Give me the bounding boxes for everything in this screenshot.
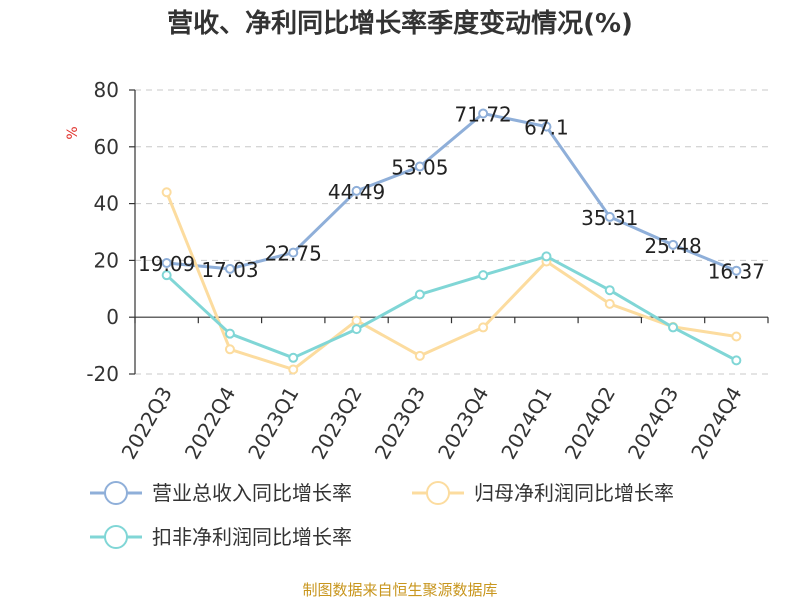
y-tick-label: 60 <box>94 135 119 159</box>
x-tick-label: 2024Q3 <box>623 383 683 464</box>
data-point <box>731 331 742 342</box>
y-tick-label: 80 <box>94 78 119 102</box>
y-tick-label: 40 <box>94 192 119 216</box>
data-point <box>414 350 425 361</box>
x-tick-label: 2023Q4 <box>433 383 493 464</box>
legend-item: 扣非净利润同比增长率 <box>90 525 352 549</box>
data-label: 19.09 <box>138 252 195 276</box>
x-tick-label: 2023Q3 <box>370 383 430 464</box>
y-tick-label: 0 <box>106 305 119 329</box>
data-label: 35.31 <box>581 206 638 230</box>
data-point <box>604 211 615 222</box>
y-tick-label: 20 <box>94 248 119 272</box>
x-tick-label: 2023Q1 <box>243 383 303 464</box>
chart-title: 营收、净利同比增长率季度变动情况(%) <box>167 8 633 39</box>
data-label: 71.72 <box>455 103 512 127</box>
data-point <box>478 108 489 119</box>
data-point <box>414 161 425 172</box>
data-point <box>288 364 299 375</box>
x-tick-label: 2024Q2 <box>560 383 620 464</box>
y-tick-label: -20 <box>86 362 119 386</box>
data-label: 16.37 <box>708 260 765 284</box>
legend-swatch-marker <box>426 481 450 505</box>
data-label: 44.49 <box>328 180 385 204</box>
series-line-3 <box>165 254 738 362</box>
legend-item: 营业总收入同比增长率 <box>90 481 352 505</box>
data-label: 22.75 <box>265 242 322 266</box>
data-point <box>224 263 235 274</box>
series-line-2 <box>165 191 737 371</box>
data-point <box>351 185 362 196</box>
x-tick-label: 2022Q3 <box>117 383 177 464</box>
data-point <box>351 324 362 335</box>
data-point <box>161 270 172 281</box>
data-point <box>604 298 615 309</box>
legend-swatch-marker <box>104 525 128 549</box>
data-point <box>731 265 742 276</box>
data-label: 17.03 <box>201 258 258 282</box>
data-point <box>668 239 679 250</box>
data-label: 25.48 <box>644 234 701 258</box>
x-tick-label: 2022Q4 <box>180 383 240 464</box>
legend-label: 营业总收入同比增长率 <box>152 481 352 505</box>
data-point <box>541 251 552 262</box>
legend-label: 扣非净利润同比增长率 <box>152 525 352 549</box>
data-point <box>224 328 235 339</box>
x-tick-label: 2024Q4 <box>686 383 746 464</box>
data-point <box>224 344 235 355</box>
source-note: 制图数据来自恒生聚源数据库 <box>302 581 497 599</box>
x-tick-label: 2023Q2 <box>306 383 366 464</box>
legend-item: 归母净利润同比增长率 <box>412 481 674 505</box>
series-line-1 <box>166 112 737 273</box>
data-point <box>288 352 299 363</box>
data-point <box>288 247 299 258</box>
data-label: 67.1 <box>524 116 569 140</box>
x-tick-label: 2024Q1 <box>496 383 556 464</box>
data-point <box>731 355 742 366</box>
y-axis-unit: % <box>65 126 81 139</box>
data-point <box>604 285 615 296</box>
data-point <box>161 257 172 268</box>
data-point <box>414 289 425 300</box>
data-point <box>478 322 489 333</box>
data-point <box>668 322 679 333</box>
data-point <box>161 187 172 198</box>
data-point <box>541 121 552 132</box>
data-point <box>351 315 362 326</box>
data-point <box>478 270 489 281</box>
data-label: 53.05 <box>391 156 448 180</box>
legend-swatch-marker <box>104 481 128 505</box>
legend-label: 归母净利润同比增长率 <box>474 481 674 505</box>
